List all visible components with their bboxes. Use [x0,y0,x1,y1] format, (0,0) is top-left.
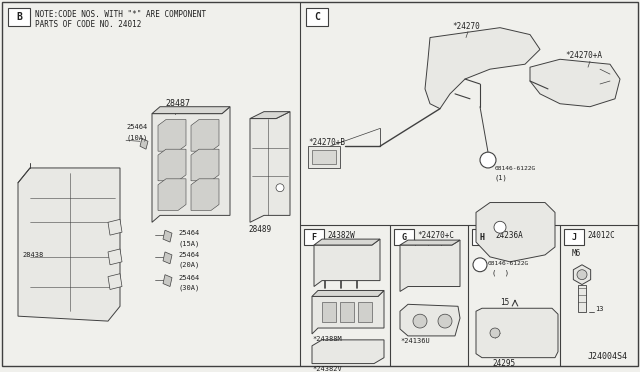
Text: *24388M: *24388M [312,336,342,342]
Polygon shape [312,340,384,363]
Polygon shape [250,112,290,222]
Bar [564,229,584,245]
Text: (20A): (20A) [178,262,199,268]
Text: 25464: 25464 [126,125,147,131]
Text: J: J [572,232,577,242]
Bar [578,285,586,312]
Polygon shape [191,179,219,211]
Text: F: F [312,232,317,242]
Bar [304,229,324,245]
Text: 28438: 28438 [22,252,44,258]
Bar [306,8,328,26]
Circle shape [577,270,587,280]
Ellipse shape [324,348,340,357]
Polygon shape [108,219,122,235]
Polygon shape [18,168,120,321]
Text: *24136U: *24136U [400,338,429,344]
Bar [322,302,336,322]
Text: H: H [479,232,484,242]
Polygon shape [530,59,620,107]
Polygon shape [573,265,591,285]
Text: 08146-6122G: 08146-6122G [495,166,536,171]
Bar [8,8,30,26]
Text: (1): (1) [495,175,508,182]
Circle shape [480,152,496,168]
Text: 25464: 25464 [178,230,199,236]
Bar [340,302,354,322]
Polygon shape [312,291,384,334]
Text: 28487: 28487 [165,99,190,108]
Text: *24270: *24270 [452,22,480,31]
Polygon shape [400,240,460,245]
Text: 25464: 25464 [178,275,199,280]
Text: *24270+A: *24270+A [565,51,602,60]
Text: 3: 3 [478,262,482,267]
Polygon shape [476,308,558,357]
Polygon shape [152,107,230,222]
Text: (30A): (30A) [178,285,199,291]
Polygon shape [152,107,230,113]
Text: 25464: 25464 [178,252,199,258]
Polygon shape [476,202,555,262]
Circle shape [276,184,284,192]
Circle shape [413,314,427,328]
Text: NOTE:CODE NOS. WITH "*" ARE COMPONENT: NOTE:CODE NOS. WITH "*" ARE COMPONENT [35,10,206,19]
Polygon shape [163,252,172,264]
Text: 24012C: 24012C [587,231,615,240]
Polygon shape [108,274,122,289]
Polygon shape [314,239,380,286]
Text: 08146-6122G: 08146-6122G [488,261,529,266]
Text: 24382W: 24382W [327,231,355,240]
Text: C: C [314,12,320,22]
Text: J24004S4: J24004S4 [588,352,628,361]
Text: G: G [401,232,406,242]
Polygon shape [250,112,290,119]
Circle shape [494,221,506,233]
Polygon shape [158,179,186,211]
Polygon shape [158,149,186,181]
Circle shape [438,314,452,328]
Text: *24270+C: *24270+C [417,231,454,240]
Text: 28489: 28489 [248,225,271,234]
Polygon shape [314,239,380,245]
Text: PARTS OF CODE NO. 24012: PARTS OF CODE NO. 24012 [35,20,141,29]
Polygon shape [191,149,219,181]
Polygon shape [400,304,460,336]
Polygon shape [425,28,540,109]
Text: 3: 3 [486,157,490,163]
Text: (  ): ( ) [492,270,509,276]
Bar [394,229,414,245]
Ellipse shape [354,348,370,357]
Bar [472,229,492,245]
Text: M6: M6 [572,249,581,258]
Text: (15A): (15A) [178,240,199,247]
Bar [308,146,340,168]
Text: (10A): (10A) [126,134,147,141]
Text: *24382V: *24382V [312,366,342,372]
Circle shape [490,328,500,338]
Polygon shape [163,230,172,242]
Polygon shape [400,240,460,292]
Text: *24270+B: *24270+B [308,138,345,147]
Polygon shape [191,119,219,151]
Polygon shape [140,138,148,149]
Text: B: B [16,12,22,22]
Polygon shape [312,291,384,296]
Polygon shape [158,119,186,151]
Bar [312,150,336,164]
Text: 13: 13 [595,306,604,312]
Text: 24295: 24295 [492,359,515,368]
Text: 15: 15 [500,298,509,307]
Bar [358,302,372,322]
Polygon shape [163,275,172,286]
Text: 24236A: 24236A [495,231,523,240]
Polygon shape [108,249,122,265]
Circle shape [473,258,487,272]
